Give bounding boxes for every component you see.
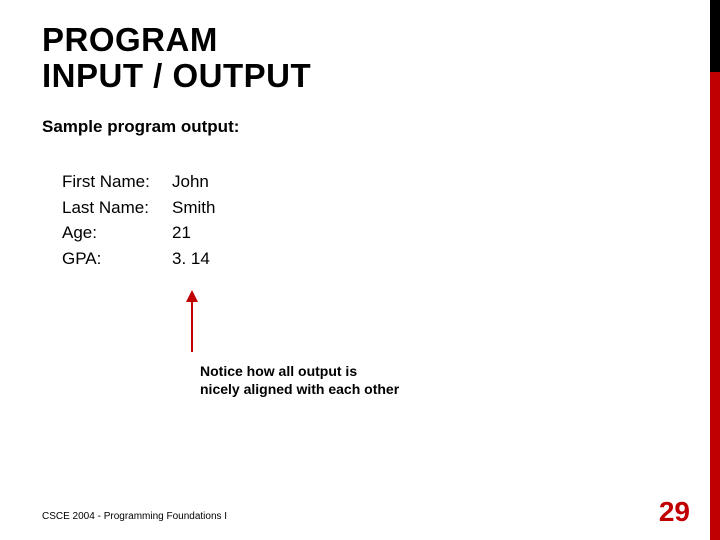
slide-title: PROGRAM INPUT / OUTPUT bbox=[42, 22, 678, 93]
output-label: GPA: bbox=[62, 246, 172, 272]
title-line-1: PROGRAM bbox=[42, 22, 678, 58]
footer-text: CSCE 2004 - Programming Foundations I bbox=[42, 511, 227, 522]
arrow-icon bbox=[185, 290, 199, 352]
slide-body: PROGRAM INPUT / OUTPUT Sample program ou… bbox=[0, 0, 720, 540]
output-row: Last Name: Smith bbox=[62, 195, 678, 221]
output-value: Smith bbox=[172, 195, 215, 221]
output-label: Age: bbox=[62, 220, 172, 246]
alignment-note: Notice how all output is nicely aligned … bbox=[200, 362, 400, 398]
output-label: First Name: bbox=[62, 169, 172, 195]
output-block: First Name: John Last Name: Smith Age: 2… bbox=[62, 169, 678, 271]
output-value: 3. 14 bbox=[172, 246, 210, 272]
output-value: John bbox=[172, 169, 209, 195]
page-number: 29 bbox=[659, 496, 690, 528]
output-label: Last Name: bbox=[62, 195, 172, 221]
output-value: 21 bbox=[172, 220, 191, 246]
output-row: Age: 21 bbox=[62, 220, 678, 246]
output-row: GPA: 3. 14 bbox=[62, 246, 678, 272]
subtitle: Sample program output: bbox=[42, 117, 678, 137]
title-line-2: INPUT / OUTPUT bbox=[42, 58, 678, 94]
output-row: First Name: John bbox=[62, 169, 678, 195]
